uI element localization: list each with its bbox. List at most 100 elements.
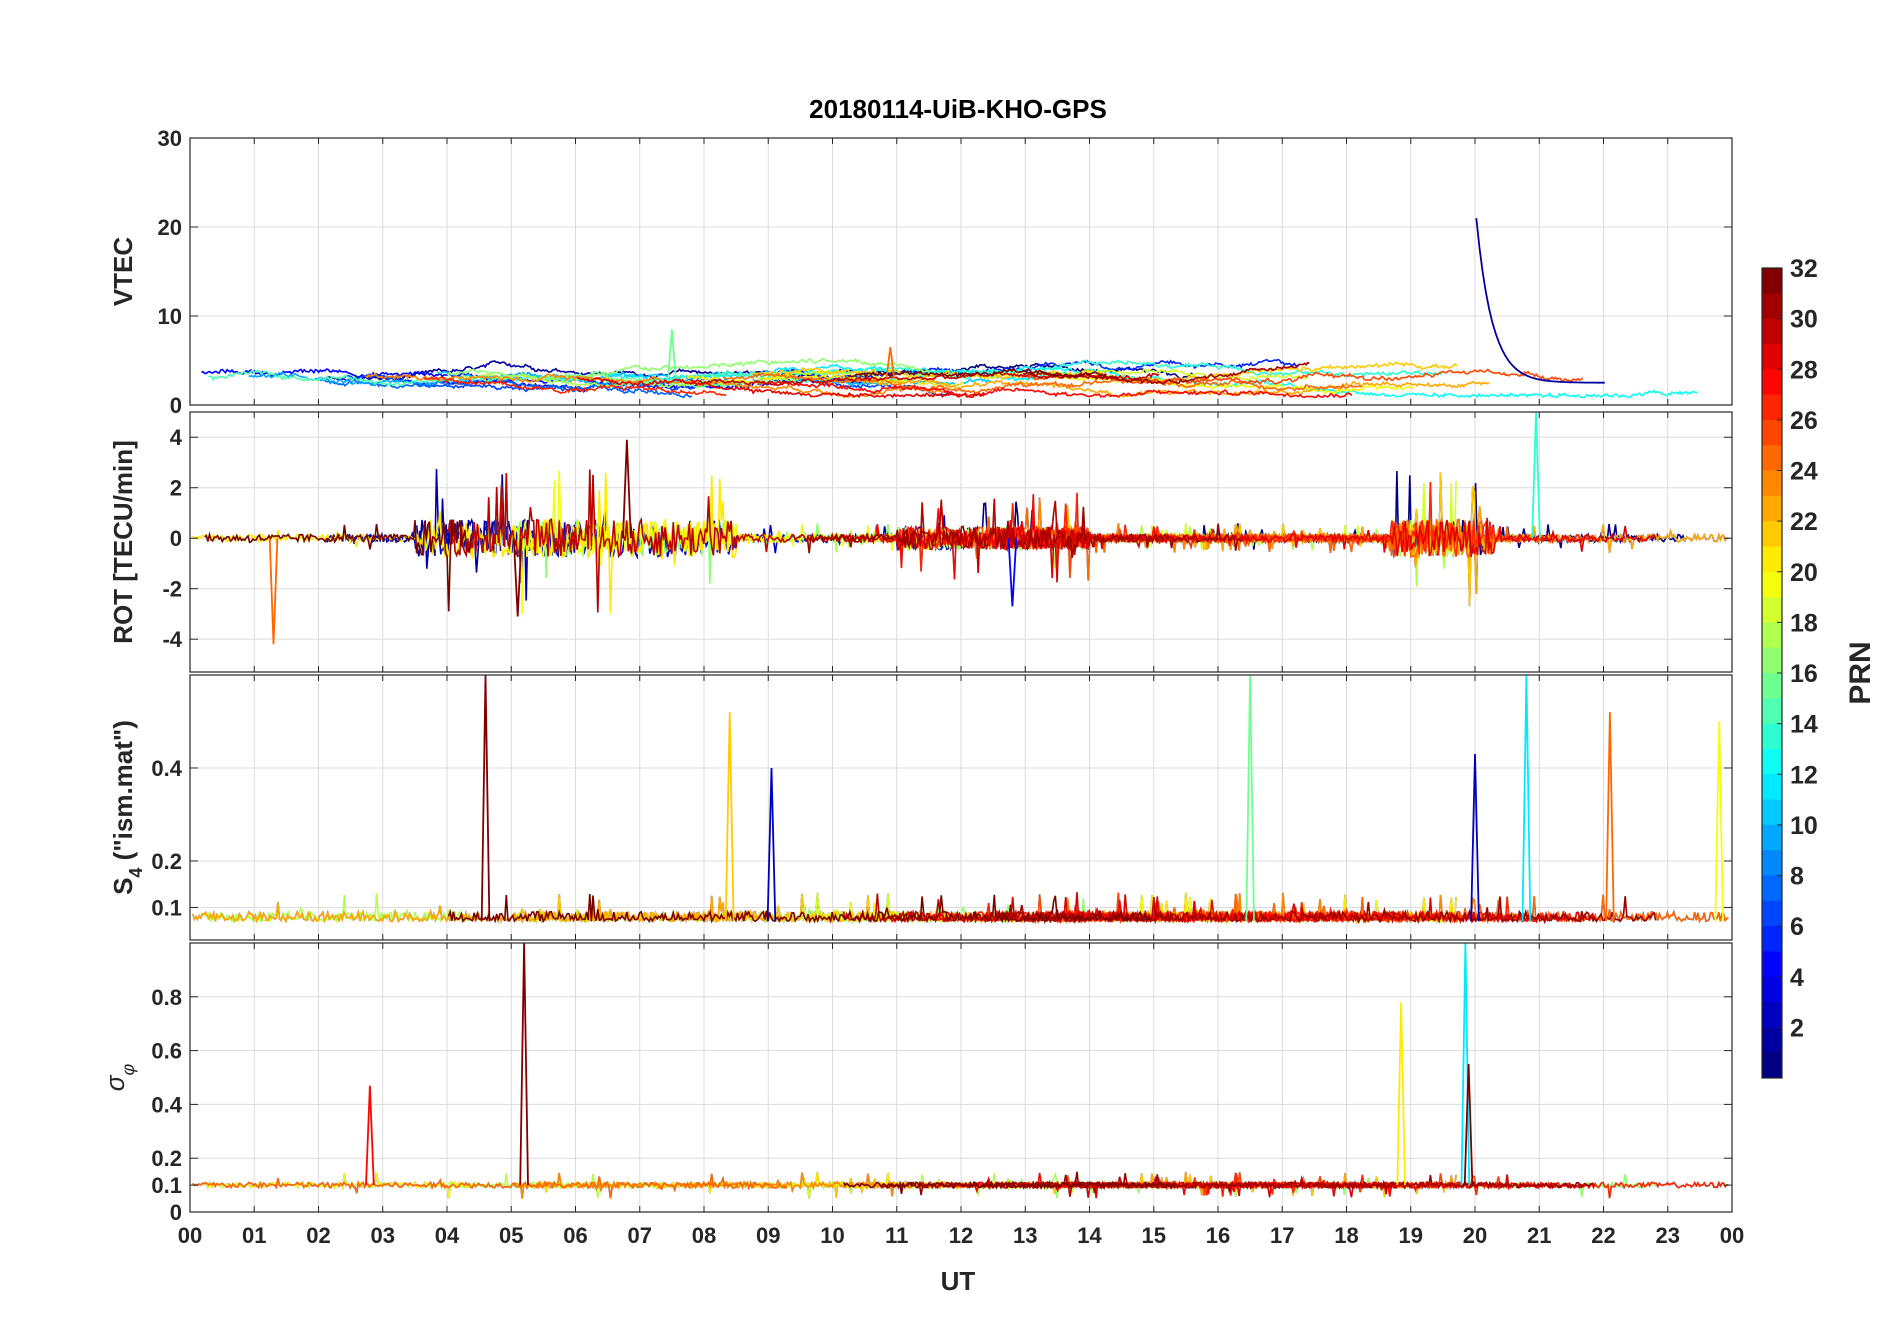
spike-mark	[1475, 218, 1605, 384]
colorbar-band	[1762, 1052, 1782, 1079]
spike-mark	[1531, 412, 1541, 539]
series-line-prn-20	[204, 1172, 473, 1199]
series-line-prn-18	[204, 893, 474, 924]
colorbar-band	[1762, 748, 1782, 775]
x-tick-label: 23	[1656, 1223, 1680, 1248]
colorbar-tick-label: 12	[1790, 761, 1818, 789]
colorbar-tick-label: 30	[1790, 306, 1818, 334]
x-tick-label: 11	[885, 1223, 908, 1248]
x-axis-label: UT	[941, 1266, 976, 1296]
colorbar-tick-label: 28	[1790, 356, 1818, 384]
x-tick-label: 19	[1399, 1223, 1423, 1248]
series-line-prn-28	[754, 380, 1353, 399]
colorbar-band	[1762, 875, 1782, 902]
colorbar-tick-label: 2	[1790, 1014, 1804, 1042]
colorbar-band	[1762, 268, 1782, 294]
x-tick-label: 09	[756, 1223, 780, 1248]
spike-mark	[724, 712, 735, 922]
colorbar-band	[1762, 521, 1782, 547]
colorbar-band	[1762, 343, 1782, 370]
colorbar-band	[1762, 824, 1782, 851]
colorbar-tick-label: 8	[1790, 863, 1804, 891]
y-tick-label: 20	[158, 215, 182, 240]
colorbar-band	[1762, 926, 1782, 952]
y-tick-label: 0.6	[151, 1039, 182, 1064]
colorbar-band	[1762, 951, 1782, 978]
spike-mark	[1245, 675, 1255, 922]
series-group	[192, 675, 1729, 925]
x-tick-label: 17	[1270, 1223, 1294, 1248]
colorbar-tick-label: 26	[1790, 407, 1818, 435]
series-line-prn-31	[805, 506, 1243, 558]
x-tick-label: 04	[435, 1223, 460, 1248]
colorbar-tick-label: 4	[1790, 964, 1804, 992]
series-line-prn-32	[847, 367, 1107, 379]
colorbar-band	[1762, 1027, 1782, 1054]
series-line-prn-25	[722, 371, 1363, 395]
spike-mark	[519, 943, 529, 1186]
x-tick-label: 18	[1334, 1223, 1358, 1248]
x-tick-label: 02	[306, 1223, 330, 1248]
colorbar-band	[1762, 318, 1782, 345]
colorbar-band	[1762, 369, 1782, 396]
y-tick-label: 0	[170, 393, 182, 418]
spike-mark	[1396, 1002, 1406, 1186]
colorbar-band	[1762, 293, 1782, 320]
y-tick-label: 0.1	[151, 1173, 182, 1198]
y-tick-label: -2	[162, 577, 182, 602]
x-tick-label: 10	[820, 1223, 844, 1248]
series-line-prn-32	[204, 519, 474, 612]
y-axis-label: S4 ("ism.mat")	[108, 720, 146, 895]
x-tick-label: 13	[1013, 1223, 1037, 1248]
colorbar-band	[1762, 419, 1782, 446]
colorbar-band	[1762, 976, 1782, 1003]
colorbar-band	[1762, 1002, 1782, 1028]
spike-mark	[480, 675, 491, 922]
spike-mark	[766, 767, 777, 922]
spike-mark	[885, 346, 896, 379]
y-tick-label: 4	[170, 425, 183, 450]
colorbar-band	[1762, 394, 1782, 421]
spike-mark	[1007, 538, 1018, 607]
colorbar-tick-label: 18	[1790, 609, 1818, 637]
x-tick-label: 21	[1527, 1223, 1551, 1248]
spike-mark	[268, 538, 279, 645]
y-tick-label: 0.2	[151, 849, 182, 874]
series-line-prn-22	[513, 893, 967, 924]
y-tick-label: 0.2	[151, 1146, 182, 1171]
colorbar-band	[1762, 647, 1782, 674]
series-line-prn-29	[576, 376, 985, 399]
x-tick-label: 03	[371, 1223, 395, 1248]
colorbar-tick-label: 14	[1790, 711, 1818, 739]
y-tick-label: 10	[158, 304, 182, 329]
y-axis-label: ROT [TECU/min]	[108, 440, 138, 644]
y-tick-label: 0.4	[151, 756, 182, 781]
colorbar-tick-label: 20	[1790, 559, 1818, 587]
panel-s4: 0.1 0.2 0.4S4 ("ism.mat")	[108, 674, 1733, 941]
colorbar-band	[1762, 900, 1782, 927]
colorbar-band	[1762, 622, 1782, 649]
colorbar-band	[1762, 799, 1782, 826]
series-line-prn-25	[192, 1173, 788, 1199]
x-tick-label: 07	[628, 1223, 652, 1248]
colorbar-tick-label: 32	[1790, 255, 1818, 283]
spike-mark	[1714, 721, 1724, 922]
spike-mark	[1605, 712, 1615, 922]
series-line-prn-32	[842, 1180, 1179, 1195]
colorbar-tick-label: 24	[1790, 458, 1818, 486]
panel-vtec: 0 10 20 30 VTEC	[108, 126, 1733, 418]
spike-mark	[1470, 753, 1480, 922]
colorbar-band	[1762, 445, 1782, 471]
colorbar-band	[1762, 673, 1782, 699]
spike-mark	[1463, 1063, 1474, 1186]
spike-mark	[667, 329, 677, 379]
y-tick-label: 2	[170, 476, 182, 501]
y-axis-label: VTEC	[108, 237, 138, 307]
series-line-prn-27	[423, 376, 727, 397]
x-tick-label: 08	[692, 1223, 716, 1248]
x-tick-label: 00	[178, 1223, 202, 1248]
colorbar-tick-label: 10	[1790, 812, 1818, 840]
y-tick-label: 0.4	[151, 1092, 182, 1117]
panel-rot: -4 -2 0 2 4 ROT [TECU/min]	[108, 411, 1733, 673]
colorbar-band	[1762, 723, 1782, 750]
